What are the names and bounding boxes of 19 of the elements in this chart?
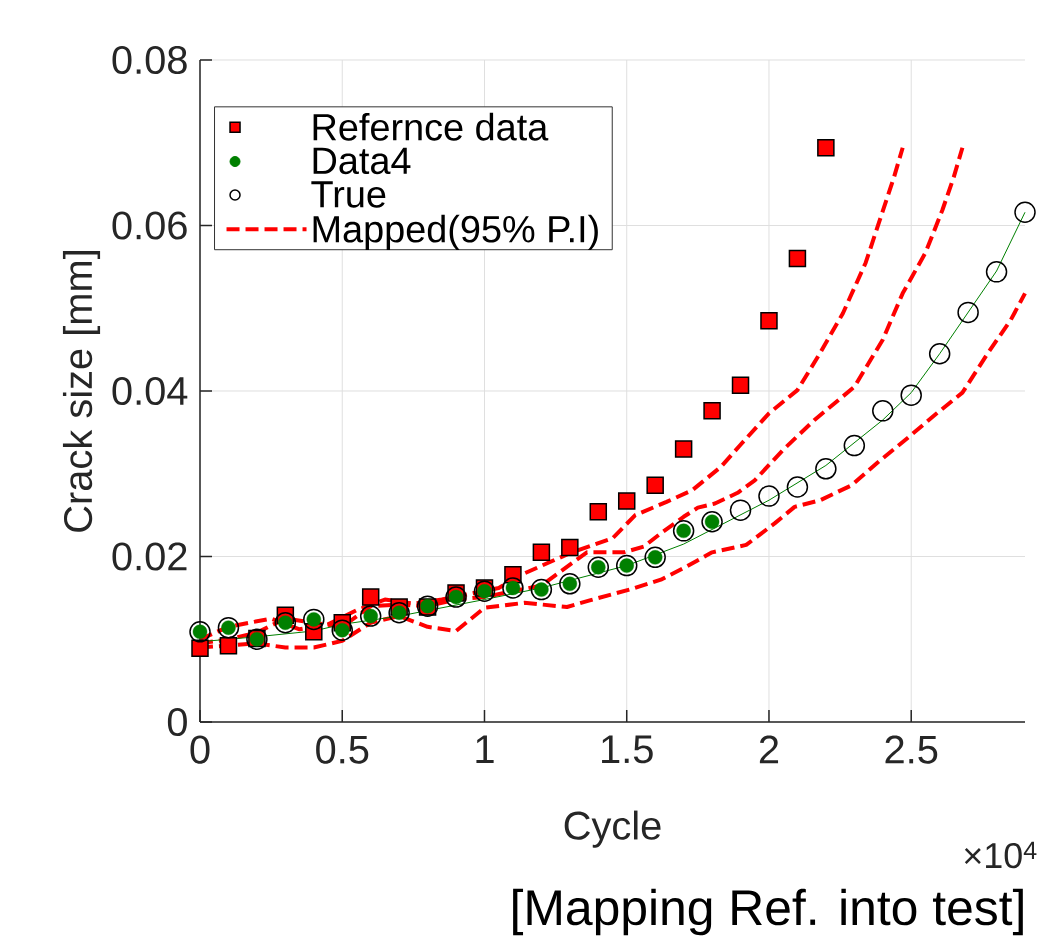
y-axis-title: Crack size [mm] (62, 251, 101, 532)
y-tick-label: 0.02 (112, 542, 187, 571)
y-tick-label: 0.08 (112, 45, 187, 75)
x-tick-label: 0 (190, 735, 210, 764)
text: [Mapping Ref. into test] (513, 888, 1023, 936)
legend-label: Data4 (313, 147, 411, 175)
legend-label: True (311, 181, 386, 208)
y-tick-label: 0.04 (112, 376, 188, 406)
legend-label: Refernce data (313, 112, 549, 141)
y-tick-label: 0 (167, 707, 187, 737)
legend-label: Mapped(95% P.I) (313, 214, 598, 251)
y-tick-label: 0.06 (112, 211, 187, 240)
x-tick-label: 0.5 (316, 735, 369, 764)
x-tick-label: 2 (759, 735, 779, 764)
x-tick-label: 2.5 (885, 735, 938, 764)
text: ×10$^{4}$ (964, 841, 1037, 869)
x-tick-label: 1.5 (602, 735, 653, 764)
x-axis-title: Cycle (564, 810, 661, 848)
x-tick-label: 1 (476, 735, 494, 763)
